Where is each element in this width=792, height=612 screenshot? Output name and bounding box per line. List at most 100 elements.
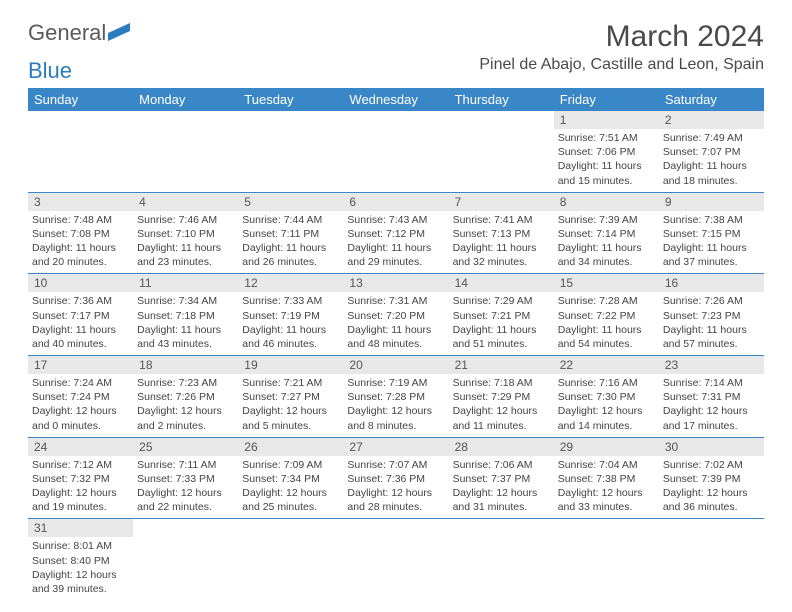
weekday-header: Thursday [449,88,554,111]
calendar-week-row: 17Sunrise: 7:24 AMSunset: 7:24 PMDayligh… [28,356,764,438]
day-number: 18 [133,356,238,374]
calendar-cell [659,519,764,600]
day-details: Sunrise: 7:43 AMSunset: 7:12 PMDaylight:… [343,211,448,274]
calendar-body: 1Sunrise: 7:51 AMSunset: 7:06 PMDaylight… [28,111,764,600]
day-number: 7 [449,193,554,211]
day-details: Sunrise: 7:48 AMSunset: 7:08 PMDaylight:… [28,211,133,274]
day-details: Sunrise: 7:06 AMSunset: 7:37 PMDaylight:… [449,456,554,519]
calendar-cell: 30Sunrise: 7:02 AMSunset: 7:39 PMDayligh… [659,437,764,519]
day-details: Sunrise: 7:39 AMSunset: 7:14 PMDaylight:… [554,211,659,274]
day-details: Sunrise: 7:23 AMSunset: 7:26 PMDaylight:… [133,374,238,437]
day-number: 16 [659,274,764,292]
calendar-cell: 17Sunrise: 7:24 AMSunset: 7:24 PMDayligh… [28,356,133,438]
calendar-cell [238,519,343,600]
day-number [659,519,764,537]
day-details: Sunrise: 7:07 AMSunset: 7:36 PMDaylight:… [343,456,448,519]
calendar-cell [343,519,448,600]
calendar-cell: 16Sunrise: 7:26 AMSunset: 7:23 PMDayligh… [659,274,764,356]
day-number [449,111,554,129]
day-details: Sunrise: 7:33 AMSunset: 7:19 PMDaylight:… [238,292,343,355]
day-number: 26 [238,438,343,456]
day-number: 20 [343,356,448,374]
calendar-cell: 8Sunrise: 7:39 AMSunset: 7:14 PMDaylight… [554,192,659,274]
day-number [343,519,448,537]
day-number: 10 [28,274,133,292]
day-number: 22 [554,356,659,374]
month-title: March 2024 [479,20,764,54]
calendar-cell [343,111,448,192]
day-details: Sunrise: 7:34 AMSunset: 7:18 PMDaylight:… [133,292,238,355]
day-number: 2 [659,111,764,129]
weekday-header-row: SundayMondayTuesdayWednesdayThursdayFrid… [28,88,764,111]
day-number: 4 [133,193,238,211]
weekday-header: Friday [554,88,659,111]
day-number: 12 [238,274,343,292]
day-details: Sunrise: 7:36 AMSunset: 7:17 PMDaylight:… [28,292,133,355]
day-details: Sunrise: 7:19 AMSunset: 7:28 PMDaylight:… [343,374,448,437]
calendar-cell: 5Sunrise: 7:44 AMSunset: 7:11 PMDaylight… [238,192,343,274]
day-number [238,111,343,129]
day-number: 5 [238,193,343,211]
calendar-cell: 21Sunrise: 7:18 AMSunset: 7:29 PMDayligh… [449,356,554,438]
day-details: Sunrise: 7:44 AMSunset: 7:11 PMDaylight:… [238,211,343,274]
calendar-cell: 24Sunrise: 7:12 AMSunset: 7:32 PMDayligh… [28,437,133,519]
day-number: 8 [554,193,659,211]
logo-text-blue: Blue [28,58,764,84]
day-number: 27 [343,438,448,456]
day-details: Sunrise: 7:02 AMSunset: 7:39 PMDaylight:… [659,456,764,519]
calendar-week-row: 3Sunrise: 7:48 AMSunset: 7:08 PMDaylight… [28,192,764,274]
calendar-cell: 27Sunrise: 7:07 AMSunset: 7:36 PMDayligh… [343,437,448,519]
calendar-cell: 10Sunrise: 7:36 AMSunset: 7:17 PMDayligh… [28,274,133,356]
calendar-cell: 18Sunrise: 7:23 AMSunset: 7:26 PMDayligh… [133,356,238,438]
day-number [28,111,133,129]
calendar-cell: 11Sunrise: 7:34 AMSunset: 7:18 PMDayligh… [133,274,238,356]
weekday-header: Saturday [659,88,764,111]
day-number: 24 [28,438,133,456]
day-number: 1 [554,111,659,129]
weekday-header: Monday [133,88,238,111]
calendar-cell: 6Sunrise: 7:43 AMSunset: 7:12 PMDaylight… [343,192,448,274]
weekday-header: Wednesday [343,88,448,111]
day-number [133,111,238,129]
day-details: Sunrise: 7:21 AMSunset: 7:27 PMDaylight:… [238,374,343,437]
calendar-cell: 26Sunrise: 7:09 AMSunset: 7:34 PMDayligh… [238,437,343,519]
day-number: 23 [659,356,764,374]
day-number [343,111,448,129]
day-details: Sunrise: 7:16 AMSunset: 7:30 PMDaylight:… [554,374,659,437]
calendar-week-row: 24Sunrise: 7:12 AMSunset: 7:32 PMDayligh… [28,437,764,519]
day-number: 13 [343,274,448,292]
day-details: Sunrise: 8:01 AMSunset: 8:40 PMDaylight:… [28,537,133,600]
calendar-cell: 31Sunrise: 8:01 AMSunset: 8:40 PMDayligh… [28,519,133,600]
day-number: 3 [28,193,133,211]
calendar-cell: 25Sunrise: 7:11 AMSunset: 7:33 PMDayligh… [133,437,238,519]
day-number: 31 [28,519,133,537]
day-number: 19 [238,356,343,374]
day-number: 25 [133,438,238,456]
calendar-cell: 3Sunrise: 7:48 AMSunset: 7:08 PMDaylight… [28,192,133,274]
day-number [554,519,659,537]
day-details: Sunrise: 7:26 AMSunset: 7:23 PMDaylight:… [659,292,764,355]
calendar-cell: 2Sunrise: 7:49 AMSunset: 7:07 PMDaylight… [659,111,764,192]
calendar-cell: 7Sunrise: 7:41 AMSunset: 7:13 PMDaylight… [449,192,554,274]
calendar-cell [28,111,133,192]
day-number: 28 [449,438,554,456]
calendar-cell: 14Sunrise: 7:29 AMSunset: 7:21 PMDayligh… [449,274,554,356]
calendar-cell: 1Sunrise: 7:51 AMSunset: 7:06 PMDaylight… [554,111,659,192]
calendar-cell [133,519,238,600]
day-number: 14 [449,274,554,292]
day-number: 21 [449,356,554,374]
day-details: Sunrise: 7:04 AMSunset: 7:38 PMDaylight:… [554,456,659,519]
calendar-week-row: 1Sunrise: 7:51 AMSunset: 7:06 PMDaylight… [28,111,764,192]
calendar-cell: 22Sunrise: 7:16 AMSunset: 7:30 PMDayligh… [554,356,659,438]
day-number: 6 [343,193,448,211]
calendar-table: SundayMondayTuesdayWednesdayThursdayFrid… [28,88,764,600]
calendar-cell [449,111,554,192]
weekday-header: Tuesday [238,88,343,111]
day-details: Sunrise: 7:29 AMSunset: 7:21 PMDaylight:… [449,292,554,355]
calendar-week-row: 10Sunrise: 7:36 AMSunset: 7:17 PMDayligh… [28,274,764,356]
day-number [133,519,238,537]
calendar-cell: 4Sunrise: 7:46 AMSunset: 7:10 PMDaylight… [133,192,238,274]
calendar-cell [133,111,238,192]
logo-text-general: General [28,20,106,46]
weekday-header: Sunday [28,88,133,111]
